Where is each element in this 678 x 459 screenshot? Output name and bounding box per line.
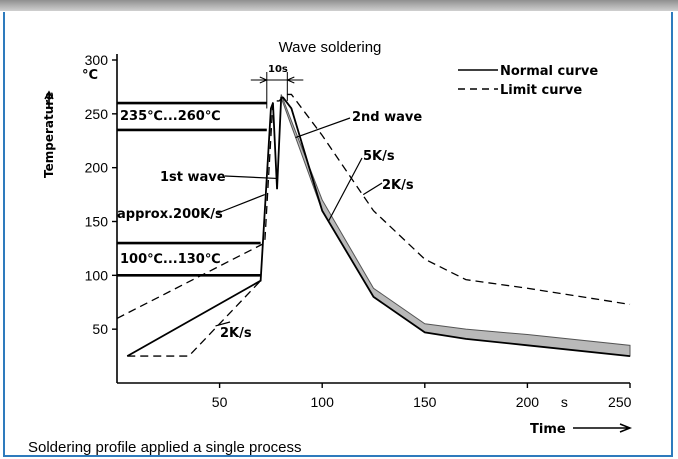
chart-title: Wave soldering bbox=[279, 39, 382, 56]
tolerance-band bbox=[280, 94, 631, 357]
x-tick-label: 100 bbox=[311, 394, 335, 410]
x-axis-label: Time bbox=[530, 422, 633, 437]
series-line-2 bbox=[127, 280, 262, 357]
svg-text:Time: Time bbox=[530, 422, 566, 437]
annotation-range-high: 235℃...260℃ bbox=[120, 109, 221, 124]
x-tick-label: 250 bbox=[608, 394, 632, 410]
y-tick-label: 50 bbox=[92, 321, 108, 337]
leader-cool-2 bbox=[362, 182, 383, 196]
x-tick-label: 50 bbox=[212, 394, 228, 410]
leader-first-wave bbox=[224, 175, 278, 180]
y-tick-label: 100 bbox=[85, 267, 109, 283]
y-unit: °C bbox=[82, 68, 98, 83]
annotation-dwell: 10s bbox=[268, 64, 288, 75]
x-tick-label: 200 bbox=[516, 394, 540, 410]
annotation-first-wave: 1st wave bbox=[160, 170, 226, 185]
leader-cool-5 bbox=[327, 157, 363, 222]
annotation-range-low: 100℃...130℃ bbox=[120, 252, 221, 267]
y-tick-label: 150 bbox=[85, 214, 109, 230]
legend-normal-label: Normal curve bbox=[500, 64, 598, 79]
dwell-dimension-arrows bbox=[250, 76, 304, 84]
annotation-second-wave: 2nd wave bbox=[352, 110, 422, 125]
legend: Normal curve Limit curve bbox=[458, 64, 598, 98]
chart-marks bbox=[112, 54, 631, 388]
svg-text:Temperature: Temperature bbox=[42, 92, 56, 178]
x-tick-label: 150 bbox=[413, 394, 437, 410]
leader-second-wave bbox=[295, 117, 351, 139]
annotation-ramp-slow: 2K/s bbox=[220, 326, 252, 341]
y-tick-label: 250 bbox=[85, 106, 109, 122]
series-line-0 bbox=[126, 96, 631, 357]
figure-frame bbox=[3, 12, 673, 457]
y-tick-label: 200 bbox=[85, 160, 109, 176]
leader-ramp-slow bbox=[215, 321, 231, 327]
chart-caption: Soldering profile applied a single proce… bbox=[28, 439, 302, 456]
series-line-1 bbox=[116, 93, 631, 319]
y-axis-label: Temperature bbox=[42, 90, 56, 178]
annotation-ramp-fast: approx.200K/s bbox=[117, 207, 223, 222]
legend-limit-label: Limit curve bbox=[500, 83, 582, 98]
window-top-bar bbox=[0, 0, 678, 11]
x-tick-label: s bbox=[561, 394, 568, 410]
annotation-cool-5: 5K/s bbox=[363, 149, 395, 164]
annotation-cool-2: 2K/s bbox=[382, 178, 414, 193]
leader-ramp-fast bbox=[217, 194, 265, 214]
y-tick-label: 300 bbox=[85, 52, 109, 68]
